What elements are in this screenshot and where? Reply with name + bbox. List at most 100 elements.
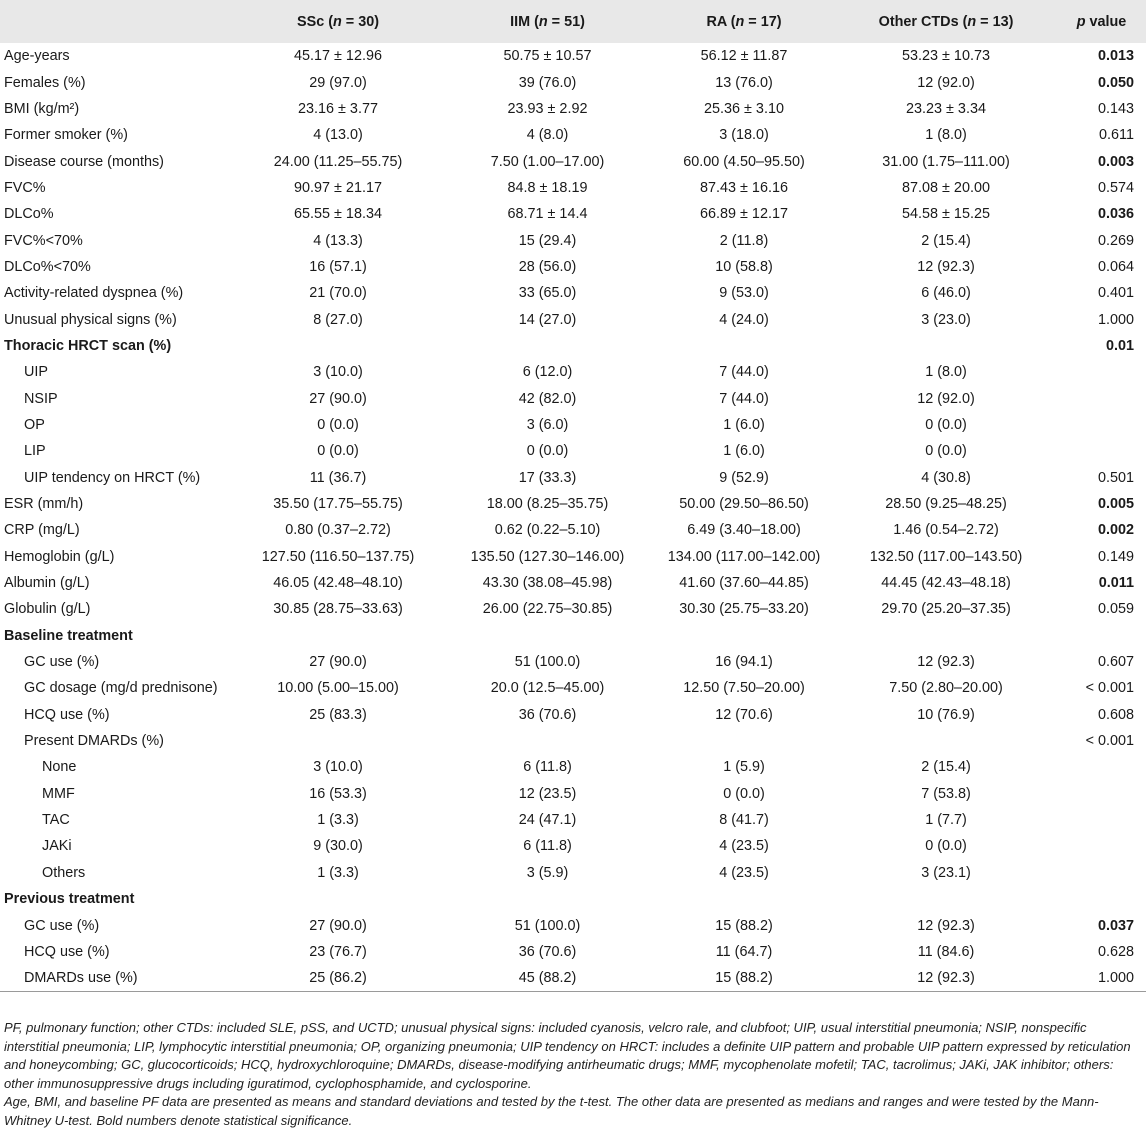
cell-ssc: 24.00 (11.25–55.75) xyxy=(273,153,403,170)
cell-ssc: 3 (10.0) xyxy=(313,364,363,381)
cell-ra: 1 (5.9) xyxy=(723,759,765,776)
cell-other-ctds: 3 (23.1) xyxy=(921,864,971,881)
cell-iim: 23.93 ± 2.92 xyxy=(507,100,588,117)
cell-p-value: 1.000 xyxy=(1097,311,1134,328)
cell-ra: 8 (41.7) xyxy=(719,812,769,829)
row-label: CRP (mg/L) xyxy=(4,522,80,539)
cell-p-value xyxy=(1057,359,1146,385)
cell-other-ctds: 132.50 (117.00–143.50) xyxy=(869,548,1023,565)
header-row: SSc (n = 30) IIM (n = 51) RA (n = 17) Ot… xyxy=(0,0,1146,43)
cell-other-ctds: 28.50 (9.25–48.25) xyxy=(885,496,1007,513)
row-label: GC use (%) xyxy=(24,917,100,934)
row-label: Hemoglobin (g/L) xyxy=(4,548,115,565)
cell-iim: 14 (27.0) xyxy=(518,311,577,328)
cell-ssc: 21 (70.0) xyxy=(309,285,367,302)
cell-ra: 60.00 (4.50–95.50) xyxy=(683,153,805,170)
row-label: GC use (%) xyxy=(24,654,100,671)
cell-ra: 41.60 (37.60–44.85) xyxy=(679,575,809,592)
cell-ra: 30.30 (25.75–33.20) xyxy=(679,601,809,618)
cell-ssc: 4 (13.3) xyxy=(313,232,363,249)
cell-other-ctds: 87.08 ± 20.00 xyxy=(902,179,990,196)
cell-iim: 45 (88.2) xyxy=(442,965,653,992)
cell-p-value: 0.01 xyxy=(1105,337,1134,354)
cell-ra: 7 (44.0) xyxy=(719,390,769,407)
cell-iim: 6 (11.8) xyxy=(523,838,572,855)
cell-ssc: 27 (90.0) xyxy=(309,654,367,671)
cell-other-ctds: 53.23 ± 10.73 xyxy=(902,48,990,65)
cell-p-value: 0.036 xyxy=(1097,206,1134,223)
cell-other-ctds: 1 (7.7) xyxy=(925,812,967,829)
table-row: HCQ use (%) 23 (76.7) 36 (70.6) 11 (64.7) 11… xyxy=(0,939,1146,965)
table-row: DLCo%<70% 16 (57.1) 28 (56.0) 10 (58.8) 12 (… xyxy=(0,254,1146,280)
row-label: HCQ use (%) xyxy=(24,943,110,960)
cell-p-value xyxy=(1057,833,1146,859)
table-row: Former smoker (%) 4 (13.0) 4 (8.0) 3 (18.0)… xyxy=(0,122,1146,148)
cell-ssc: 23 (76.7) xyxy=(309,943,367,960)
cell-p-value: 0.611 xyxy=(1099,127,1134,144)
cell-other-ctds: 0 (0.0) xyxy=(925,416,967,433)
cell-ssc: 27 (90.0) xyxy=(309,917,367,934)
cell-iim: 3 (6.0) xyxy=(526,416,569,433)
cell-ra: 11 (64.7) xyxy=(715,943,773,960)
row-label: JAKi xyxy=(42,838,72,855)
table-row: GC use (%) 27 (90.0) 51 (100.0) 15 (88.2) 12… xyxy=(0,912,1146,938)
row-label: Previous treatment xyxy=(4,891,135,908)
cell-p-value: 0.064 xyxy=(1097,258,1134,275)
header-ssc: SSc (n = 30) xyxy=(297,13,379,30)
cell-p-value: 0.149 xyxy=(1097,548,1134,565)
cell-ssc: 27 (90.0) xyxy=(309,390,367,407)
row-label: Unusual physical signs (%) xyxy=(4,311,177,328)
cell-ra: 13 (76.0) xyxy=(715,74,773,91)
cell-ra: 12.50 (7.50–20.00) xyxy=(683,680,805,697)
cell-ra xyxy=(653,333,835,359)
table-footnotes: PF, pulmonary function; other CTDs: incl… xyxy=(4,1019,1142,1130)
header-ra: RA (n = 17) xyxy=(706,13,782,30)
table-row: UIP 3 (10.0) 6 (12.0) 7 (44.0) 1 (8.0) xyxy=(0,359,1146,385)
cell-ssc: 9 (30.0) xyxy=(313,838,363,855)
table-row: DLCo% 65.55 ± 18.34 68.71 ± 14.4 66.89 ± 12… xyxy=(0,201,1146,227)
cell-ssc: 65.55 ± 18.34 xyxy=(294,206,382,223)
cell-ssc: 46.05 (42.48–48.10) xyxy=(273,575,403,592)
cell-ssc: 25 (86.2) xyxy=(234,965,442,992)
cell-iim: 68.71 ± 14.4 xyxy=(507,206,588,223)
table-row: TAC 1 (3.3) 24 (47.1) 8 (41.7) 1 (7.7) xyxy=(0,807,1146,833)
cell-other-ctds: 10 (76.9) xyxy=(917,706,975,723)
row-label: UIP tendency on HRCT (%) xyxy=(24,469,201,486)
table-row: HCQ use (%) 25 (83.3) 36 (70.6) 12 (70.6) 10… xyxy=(0,702,1146,728)
row-label: Activity-related dyspnea (%) xyxy=(4,285,184,302)
row-label: None xyxy=(42,759,77,776)
footnote-methods: Age, BMI, and baseline PF data are prese… xyxy=(4,1094,1099,1128)
cell-p-value xyxy=(1057,754,1146,780)
cell-p-value xyxy=(1057,886,1146,912)
cell-ra: 15 (88.2) xyxy=(653,965,835,992)
cell-ra: 2 (11.8) xyxy=(719,232,769,249)
table-row: Unusual physical signs (%) 8 (27.0) 14 (27… xyxy=(0,306,1146,332)
header-iim: IIM (n = 51) xyxy=(510,13,585,30)
header-p-value: p value xyxy=(1076,13,1127,30)
cell-other-ctds: 1 (8.0) xyxy=(925,364,967,381)
cell-p-value: < 0.001 xyxy=(1085,733,1134,750)
cell-ra: 87.43 ± 16.16 xyxy=(700,179,788,196)
table-row: JAKi 9 (30.0) 6 (11.8) 4 (23.5) 0 (0.0) xyxy=(0,833,1146,859)
footnote-abbreviations: PF, pulmonary function; other CTDs: incl… xyxy=(4,1020,1131,1091)
cell-p-value: 0.037 xyxy=(1097,917,1134,934)
cell-p-value xyxy=(1057,412,1146,438)
row-label: Former smoker (%) xyxy=(4,127,128,144)
cell-p-value: 0.269 xyxy=(1097,232,1134,249)
cell-iim: 15 (29.4) xyxy=(518,232,577,249)
cell-other-ctds xyxy=(835,623,1057,649)
table-row: FVC% 90.97 ± 21.17 84.8 ± 18.19 87.43 ± 16.… xyxy=(0,175,1146,201)
cell-other-ctds: 31.00 (1.75–111.00) xyxy=(882,153,1010,170)
cell-other-ctds: 12 (92.0) xyxy=(917,74,975,91)
cell-ssc: 1 (3.3) xyxy=(317,812,359,829)
cell-ra: 1 (6.0) xyxy=(723,416,765,433)
cell-other-ctds: 6 (46.0) xyxy=(921,285,971,302)
cell-iim: 42 (82.0) xyxy=(518,390,577,407)
cell-other-ctds: 7.50 (2.80–20.00) xyxy=(889,680,1003,697)
cell-other-ctds: 1 (8.0) xyxy=(925,127,967,144)
row-label: DLCo%<70% xyxy=(4,258,91,275)
cell-ra: 9 (53.0) xyxy=(719,285,769,302)
cell-other-ctds: 4 (30.8) xyxy=(921,469,971,486)
cell-iim: 28 (56.0) xyxy=(518,258,577,275)
